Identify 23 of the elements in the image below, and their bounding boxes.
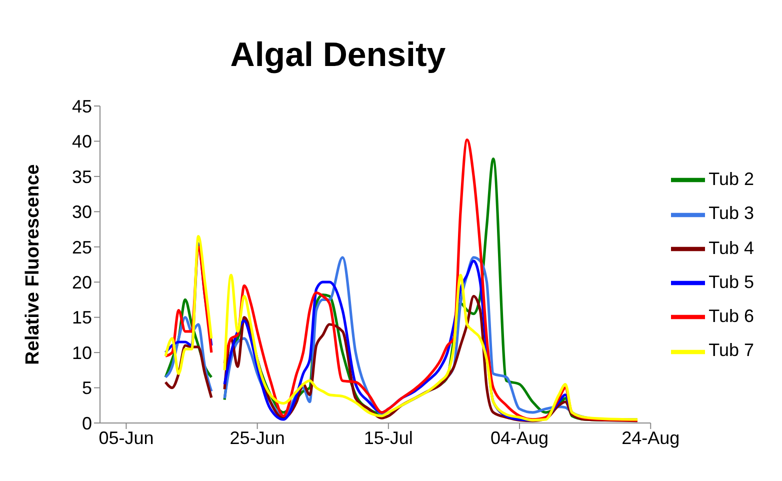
x-tick-label: 25-Jun [230, 428, 285, 448]
y-tick-label: 30 [72, 202, 92, 222]
y-axis-title: Relative Fluorescence [22, 164, 44, 365]
x-tick-label: 24-Aug [622, 428, 680, 448]
y-tick-label: 25 [72, 237, 92, 258]
y-tick-label: 45 [72, 96, 92, 116]
y-tick-label: 15 [72, 308, 92, 328]
x-tick-label: 05-Jun [98, 428, 154, 448]
y-tick-label: 40 [72, 132, 92, 152]
y-tick-label: 35 [72, 166, 92, 187]
legend-label: Tub 7 [708, 340, 754, 360]
legend-label: Tub 5 [708, 272, 754, 292]
x-tick-label: 15-Jul [364, 428, 413, 448]
y-tick-label: 10 [72, 342, 92, 363]
legend-label: Tub 2 [708, 169, 754, 189]
legend-label: Tub 6 [708, 306, 754, 326]
legend-label: Tub 4 [708, 238, 754, 258]
y-tick-label: 20 [72, 272, 92, 292]
y-tick-label: 5 [82, 378, 92, 398]
legend-label: Tub 3 [708, 203, 754, 224]
y-tick-label: 0 [82, 413, 92, 434]
chart-title: Algal Density [229, 36, 447, 75]
x-tick-label: 04-Aug [490, 428, 549, 448]
